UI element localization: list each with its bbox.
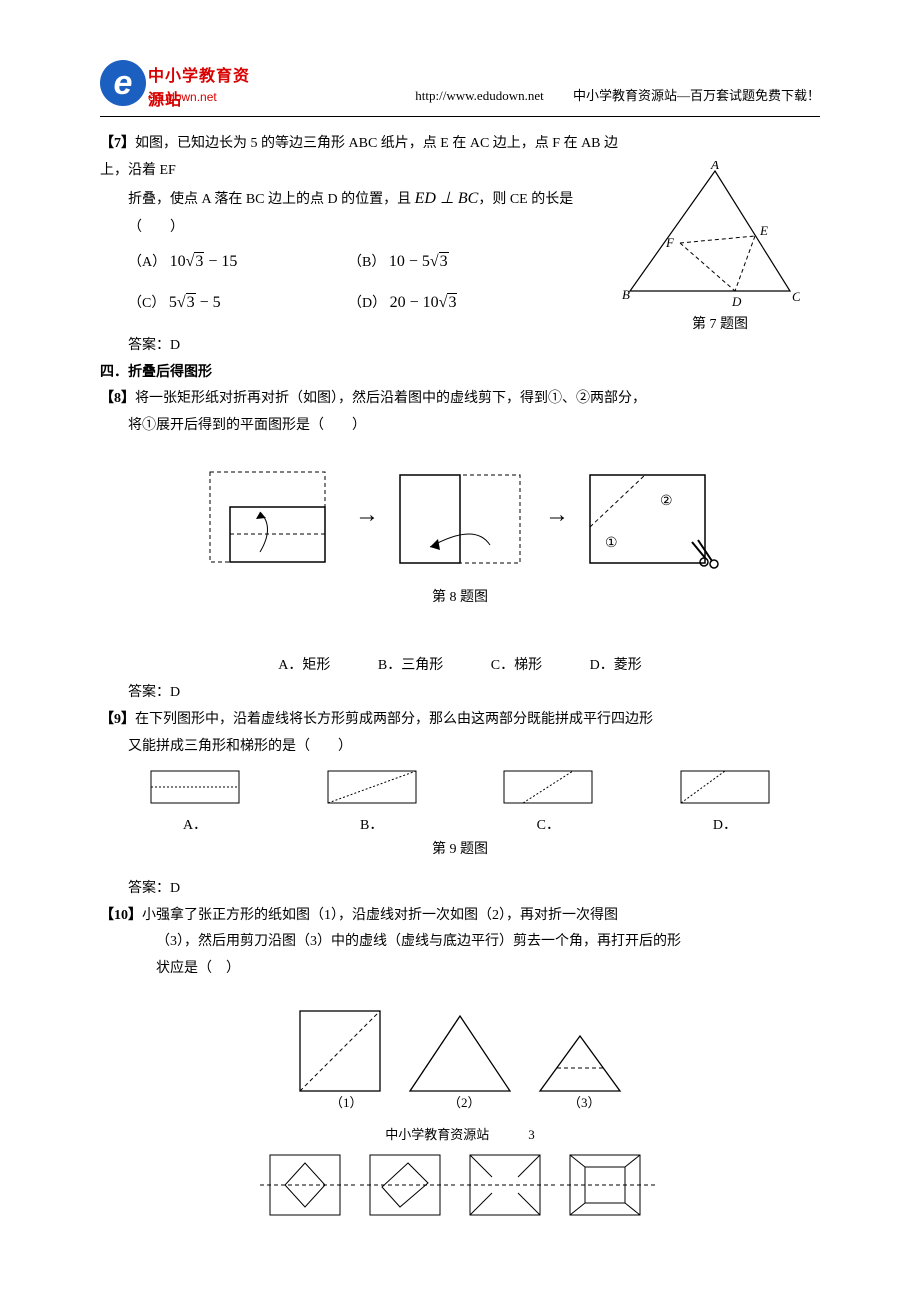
q7-d-root: 3 — [447, 293, 457, 311]
footer-text: 中小学教育资源站 — [385, 1127, 489, 1142]
q8-options: A．矩形 B．三角形 C．梯形 D．菱形 — [100, 624, 820, 674]
site-desc: 中小学教育资源站—百万套试题免费下载！ — [573, 88, 820, 103]
q8-caption: 第 8 题图 — [100, 586, 820, 606]
q7-c-tail: − 5 — [196, 294, 221, 311]
page-footer: 中小学教育资源站 3 — [100, 1124, 820, 1143]
q8-ans-label: 答案： — [128, 685, 170, 700]
q9-line2: 又能拼成三角形和梯形的是（ ） — [128, 734, 820, 761]
q7-b-pre: 10 − 5 — [389, 253, 430, 270]
header-divider — [100, 116, 820, 117]
q9-line1: 【9】在下列图形中，沿着虚线将长方形剪成两部分，那么由这两部分既能拼成平行四边形 — [100, 707, 820, 734]
q10-answer-figures — [100, 1145, 820, 1230]
q8-label-two: ② — [660, 494, 673, 509]
q7-text1: 如图，已知边长为 5 的等边三角形 ABC 纸片，点 E 在 AC 边上，点 F… — [100, 136, 618, 178]
q10-l2: （2） — [448, 1095, 481, 1110]
q9-fig-d — [680, 770, 770, 806]
q7-ans-label: 答案： — [128, 338, 170, 353]
q7-c-root: 3 — [186, 293, 196, 311]
q10-fold-svg: （1） （2） （3） — [280, 1001, 640, 1111]
q7-optC-formula: 5√3 − 5 — [169, 293, 221, 311]
q7-a-tail: − 15 — [204, 253, 237, 270]
lbl-C: C — [792, 289, 800, 304]
q7-optA-label: （A） — [128, 255, 166, 270]
q7-a-coeff: 10 — [170, 253, 186, 270]
lbl-D: D — [731, 294, 742, 309]
footer-page: 3 — [528, 1127, 535, 1142]
q7-block: 【7】如图，已知边长为 5 的等边三角形 ABC 纸片，点 E 在 AC 边上，… — [100, 131, 820, 333]
q8-answer: 答案：D — [128, 680, 820, 707]
q10-top-figures: （1） （2） （3） — [100, 1001, 820, 1116]
q9-ans-label: 答案： — [128, 881, 170, 896]
q7-answer: 答案：D — [128, 333, 820, 360]
q8-num: 【8】 — [100, 391, 135, 406]
lbl-B: B — [622, 287, 630, 302]
q8-arrow2: → — [545, 502, 569, 528]
q10-l1: （1） — [330, 1095, 363, 1110]
q7-ans-val: D — [170, 338, 180, 353]
q9-fig-c — [503, 770, 593, 806]
q9-label-b: B． — [317, 814, 427, 834]
page-header: e 中小学教育资源站 edudown.net http://www.edudow… — [100, 60, 820, 106]
q7-num: 【7】 — [100, 136, 135, 151]
q9-label-a: A． — [140, 814, 250, 834]
q8-optC: C．梯形 — [491, 658, 542, 673]
q10-l3: （3） — [568, 1095, 601, 1110]
q9-figures: A． B． C． D． — [140, 770, 780, 834]
q7-optC-label: （C） — [128, 296, 165, 311]
q9-ans-val: D — [170, 881, 180, 896]
site-url: http://www.edudown.net — [415, 88, 543, 103]
q10-num: 【10】 — [100, 908, 142, 923]
q7-perp: ED ⊥ BC — [415, 190, 479, 207]
q10-options-svg — [260, 1145, 660, 1225]
lbl-E: E — [759, 223, 768, 238]
section-4: 四．折叠后得图形 — [100, 360, 820, 387]
q7-figure: A B C D E F 第 7 题图 — [620, 161, 820, 333]
q8-text1: 将一张矩形纸对折再对折（如图），然后沿着图中的虚线剪下，得到①、②两部分， — [135, 391, 646, 406]
q7-caption: 第 7 题图 — [620, 313, 820, 333]
q7-line1: 【7】如图，已知边长为 5 的等边三角形 ABC 纸片，点 E 在 AC 边上，… — [100, 131, 620, 184]
q9-text1: 在下列图形中，沿着虚线将长方形剪成两部分，那么由这两部分既能拼成平行四边形 — [135, 712, 653, 727]
q10-line2: （3），然后用剪刀沿图（3）中的虚线（虚线与底边平行）剪去一个角，再打开后的形 — [156, 929, 820, 956]
q8-optA: A．矩形 — [278, 658, 330, 673]
q10-text1: 小强拿了张正方形的纸如图（1），沿虚线对折一次如图（2），再对折一次得图 — [142, 908, 618, 923]
q7-optD-formula: 20 − 10√3 — [390, 293, 458, 311]
logo-e-icon: e — [100, 60, 146, 106]
q9-answer: 答案：D — [128, 876, 820, 903]
q8-optD: D．菱形 — [590, 658, 642, 673]
q7-options-row2: （C） 5√3 − 5 （D） 20 − 10√3 — [128, 288, 620, 318]
q8-figure: → → ① ② 第 8 题图 — [100, 457, 820, 606]
q9-num: 【9】 — [100, 712, 135, 727]
header-right-text: http://www.edudown.net 中小学教育资源站—百万套试题免费下… — [265, 85, 820, 106]
q7-b-root: 3 — [439, 252, 449, 270]
q7-a-root: 3 — [194, 252, 204, 270]
lbl-A: A — [710, 161, 719, 172]
q8-line1: 【8】将一张矩形纸对折再对折（如图），然后沿着图中的虚线剪下，得到①、②两部分， — [100, 386, 820, 413]
q7-text2: 折叠，使点 A 落在 BC 边上的点 D 的位置，且 — [128, 192, 411, 207]
q8-fold-svg: → → ① ② — [200, 457, 720, 577]
q8-line2: 将①展开后得到的平面图形是（ ） — [128, 413, 820, 440]
q9-label-d: D． — [670, 814, 780, 834]
q8-label-one: ① — [605, 536, 618, 551]
q9-label-c: C． — [493, 814, 603, 834]
q8-optB: B．三角形 — [378, 658, 443, 673]
q7-triangle-svg: A B C D E F — [620, 161, 800, 311]
q7-c-coeff: 5 — [169, 294, 177, 311]
q8-ans-val: D — [170, 685, 180, 700]
q9-caption: 第 9 题图 — [100, 838, 820, 858]
q8-arrow1: → — [355, 502, 379, 528]
lbl-F: F — [665, 235, 675, 250]
q10-line3: 状应是（ ） — [156, 956, 820, 983]
q7-optB-label: （B） — [348, 255, 385, 270]
q7-line2: 折叠，使点 A 落在 BC 边上的点 D 的位置，且 ED ⊥ BC，则 CE … — [128, 184, 620, 241]
site-logo: e 中小学教育资源站 edudown.net — [100, 60, 265, 106]
q7-optB-formula: 10 − 5√3 — [389, 252, 449, 270]
q7-options-row1: （A） 10√3 − 15 （B） 10 − 5√3 — [128, 247, 620, 277]
q9-fig-a — [150, 770, 240, 806]
q9-fig-b — [327, 770, 417, 806]
q7-optA-formula: 10√3 − 15 — [170, 252, 238, 270]
q7-optD-label: （D） — [348, 296, 386, 311]
q7-d-pre: 20 − 10 — [390, 294, 439, 311]
logo-sub-text: edudown.net — [148, 90, 217, 104]
q10-line1: 【10】小强拿了张正方形的纸如图（1），沿虚线对折一次如图（2），再对折一次得图 — [100, 903, 820, 930]
